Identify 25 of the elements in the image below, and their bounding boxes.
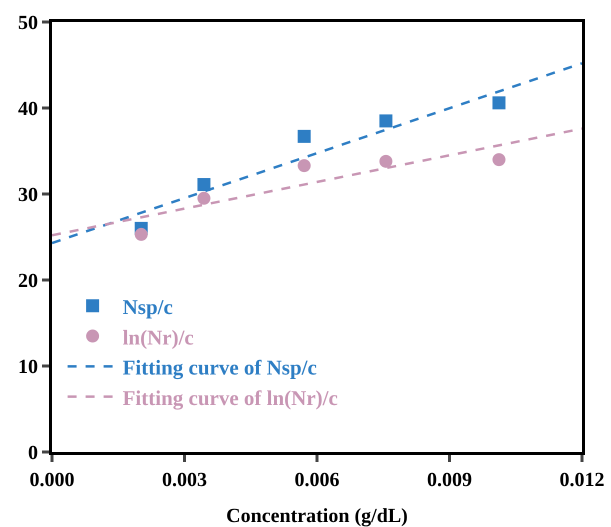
point bbox=[492, 96, 506, 110]
x-tick-label: 0.012 bbox=[560, 469, 604, 491]
y-tick-label: 10 bbox=[18, 356, 38, 378]
x-tick-label: 0.009 bbox=[427, 469, 472, 491]
point bbox=[134, 228, 148, 241]
point bbox=[298, 159, 311, 172]
y-tick-label: 50 bbox=[18, 12, 38, 34]
point bbox=[197, 192, 210, 205]
point bbox=[298, 130, 311, 143]
point bbox=[197, 178, 210, 192]
point bbox=[492, 153, 506, 166]
y-tick-label: 20 bbox=[18, 270, 38, 292]
point bbox=[379, 154, 392, 168]
point bbox=[379, 114, 392, 128]
x-tick-label: 0.003 bbox=[162, 469, 207, 491]
x-axis-title: Concentration (g/dL) bbox=[226, 505, 408, 527]
y-tick-label: 40 bbox=[18, 98, 38, 120]
x-tick-label: 0.006 bbox=[294, 469, 340, 491]
legend-label: ln(Nr)/c bbox=[122, 325, 194, 350]
legend-label: Fitting curve of Nsp/c bbox=[122, 356, 317, 380]
y-tick-label: 30 bbox=[18, 184, 38, 206]
y-tick-label: 0 bbox=[28, 442, 38, 464]
x-tick-label: 0.000 bbox=[30, 469, 74, 491]
legend-label: Fitting curve of ln(Nr)/c bbox=[122, 386, 338, 410]
legend-label: Nsp/c bbox=[122, 294, 173, 319]
